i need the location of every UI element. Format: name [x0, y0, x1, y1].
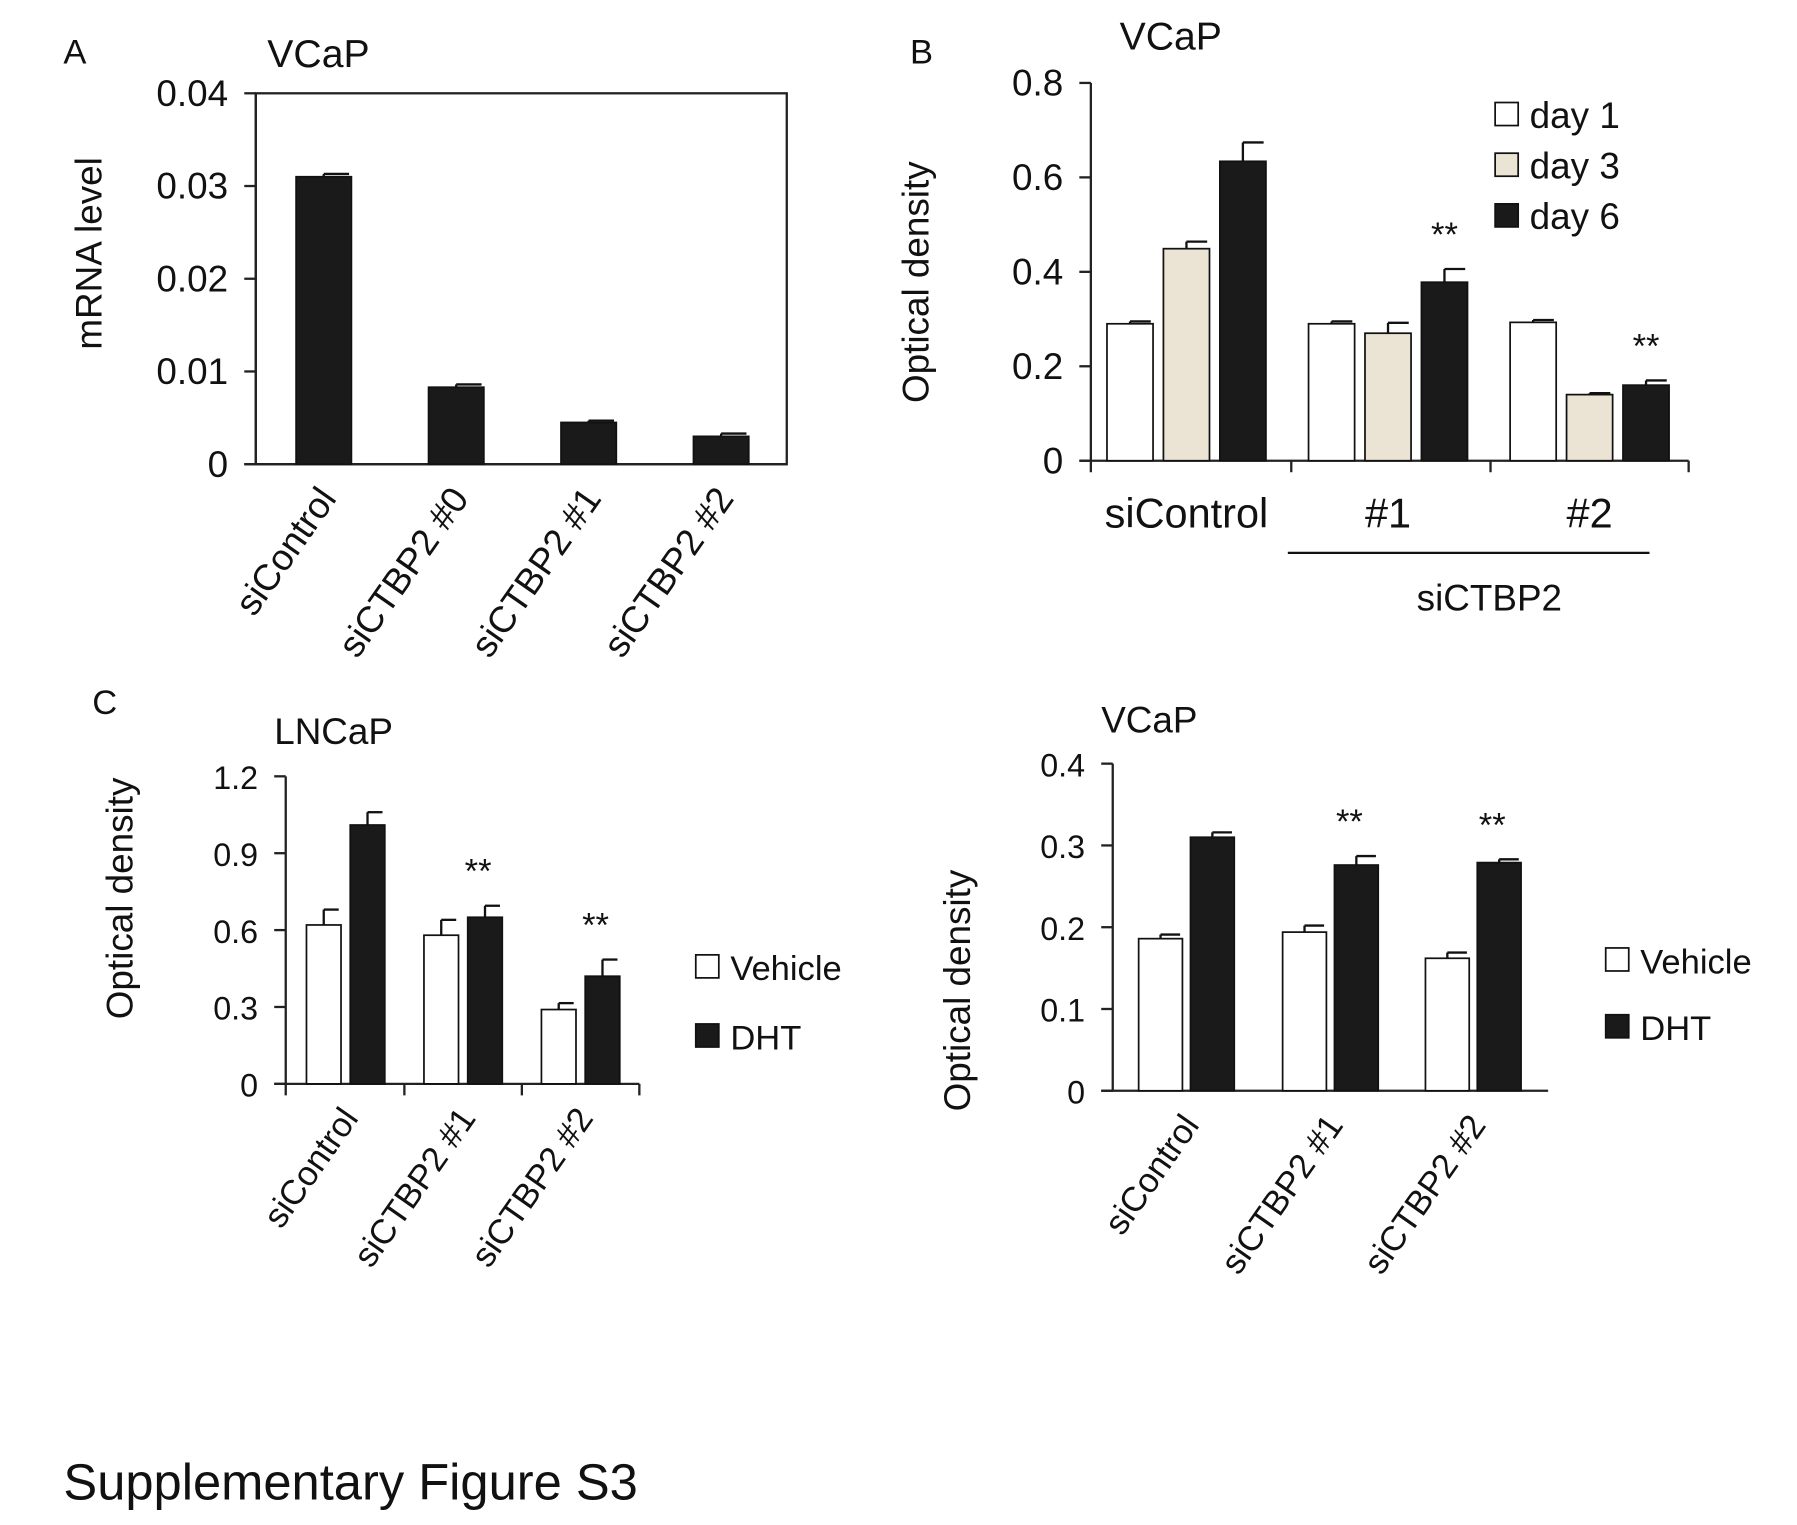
panel-label: A	[63, 33, 86, 71]
y-tick-label: 0	[240, 1068, 258, 1104]
bar	[1189, 836, 1236, 1092]
legend-label: day 3	[1530, 146, 1620, 187]
y-tick-label: 0.6	[1012, 157, 1063, 198]
bar	[1476, 861, 1522, 1092]
group-label: siCTBP2	[1417, 577, 1562, 618]
bar	[295, 175, 353, 466]
y-tick-label: 0.8	[1012, 63, 1063, 104]
y-tick-label: 0	[1067, 1074, 1085, 1110]
y-axis-label: Optical density	[937, 869, 978, 1111]
y-tick-label: 0.3	[1040, 829, 1085, 865]
bar	[1106, 322, 1154, 462]
y-tick-label: 0.03	[156, 166, 228, 207]
legend-label: DHT	[1640, 1010, 1711, 1048]
legend-swatch	[1604, 947, 1630, 972]
bar	[1509, 321, 1558, 462]
bar	[1420, 281, 1469, 462]
chart-title: VCaP	[267, 33, 369, 76]
y-axis-label: Optical density	[895, 161, 936, 403]
category-label: siCTBP2 #2	[1357, 1108, 1494, 1281]
chart-title: LNCaP	[274, 711, 393, 752]
legend-label: day 1	[1530, 95, 1620, 136]
bar	[1307, 322, 1356, 462]
y-tick-label: 0.04	[156, 73, 228, 114]
category-label: siControl	[227, 480, 344, 623]
panel-label: B	[910, 33, 933, 71]
bar	[349, 824, 386, 1085]
y-tick-label: 0.1	[1040, 993, 1085, 1029]
y-tick-label: 1.2	[213, 760, 258, 796]
category-label: siControl	[1105, 490, 1269, 537]
y-tick-label: 0.3	[213, 991, 258, 1027]
significance-marker: **	[1336, 803, 1363, 841]
category-label: siCTBP2 #2	[595, 480, 741, 665]
category-label: siCTBP2 #2	[464, 1101, 601, 1274]
bar	[1333, 864, 1380, 1092]
y-axis-label: mRNA level	[68, 157, 109, 349]
y-axis-label: Optical density	[100, 777, 141, 1019]
bar	[1565, 393, 1614, 462]
category-label: siCTBP2 #1	[1214, 1108, 1351, 1281]
legend-label: DHT	[730, 1019, 801, 1057]
chart-title: VCaP	[1101, 700, 1197, 741]
legend-swatch	[694, 953, 720, 979]
category-label: siControl	[257, 1101, 366, 1234]
figure-caption: Supplementary Figure S3	[63, 1454, 637, 1511]
y-tick-label: 0.6	[213, 914, 258, 950]
significance-marker: **	[582, 907, 609, 945]
bar	[423, 934, 460, 1085]
y-tick-label: 0	[208, 444, 229, 485]
panel-label: C	[92, 684, 117, 722]
bar	[427, 386, 485, 466]
bar	[1281, 931, 1328, 1092]
legend-swatch	[1494, 101, 1520, 127]
legend-swatch	[694, 1023, 720, 1048]
significance-marker: **	[1431, 216, 1458, 254]
category-label: siCTBP2 #1	[463, 480, 609, 665]
y-tick-label: 0.01	[156, 351, 228, 392]
y-tick-label: 0.4	[1012, 251, 1063, 292]
significance-marker: **	[465, 853, 492, 891]
significance-marker: **	[1633, 327, 1660, 365]
y-tick-label: 0.02	[156, 258, 228, 299]
legend-swatch	[1494, 152, 1520, 178]
category-label: #2	[1567, 490, 1613, 537]
legend-label: Vehicle	[730, 950, 841, 988]
legend-swatch	[1604, 1013, 1630, 1039]
y-tick-label: 0.2	[1040, 911, 1085, 947]
legend-label: Vehicle	[1640, 943, 1751, 981]
category-label: #1	[1365, 490, 1411, 537]
bar	[692, 435, 750, 466]
bar	[305, 924, 342, 1085]
y-tick-label: 0.9	[213, 837, 258, 873]
category-label: siCTBP2 #0	[330, 480, 476, 665]
bar	[1424, 957, 1471, 1092]
chart-title: VCaP	[1120, 16, 1222, 59]
bar	[1218, 160, 1267, 462]
y-tick-label: 0.2	[1012, 346, 1063, 387]
bar	[1622, 384, 1670, 462]
y-tick-label: 0.4	[1040, 747, 1085, 783]
category-label: siControl	[1098, 1108, 1207, 1241]
bar	[1162, 247, 1211, 462]
y-tick-label: 0	[1043, 440, 1064, 481]
bar	[466, 916, 504, 1085]
bar	[1137, 937, 1184, 1092]
category-label: siCTBP2 #1	[347, 1101, 484, 1274]
bar	[584, 975, 621, 1085]
bar	[560, 421, 618, 466]
legend-swatch	[1494, 203, 1520, 228]
bar	[540, 1008, 577, 1085]
legend-label: day 6	[1530, 196, 1620, 237]
significance-marker: **	[1479, 806, 1506, 844]
bar	[1364, 332, 1412, 462]
